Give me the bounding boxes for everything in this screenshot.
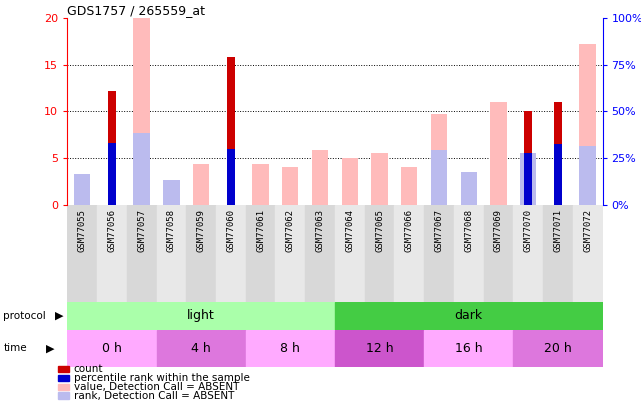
Bar xyxy=(227,58,235,205)
Bar xyxy=(579,146,596,205)
Bar xyxy=(543,205,573,302)
Text: GSM77057: GSM77057 xyxy=(137,209,146,252)
Text: GSM77062: GSM77062 xyxy=(286,209,295,252)
Text: GSM77064: GSM77064 xyxy=(345,209,354,252)
Text: GSM77066: GSM77066 xyxy=(404,209,413,252)
Bar xyxy=(342,158,358,205)
Text: GSM77069: GSM77069 xyxy=(494,209,503,252)
Text: protocol: protocol xyxy=(3,311,46,321)
Bar xyxy=(127,205,156,302)
Bar xyxy=(365,205,394,302)
Bar xyxy=(424,205,454,302)
Bar xyxy=(67,205,97,302)
Bar xyxy=(524,153,532,205)
Bar xyxy=(513,330,603,367)
Text: 4 h: 4 h xyxy=(191,342,211,355)
Bar xyxy=(253,164,269,205)
Bar xyxy=(335,205,365,302)
Bar xyxy=(108,143,115,205)
Text: 16 h: 16 h xyxy=(455,342,483,355)
Text: ▶: ▶ xyxy=(46,343,54,353)
Text: GSM77058: GSM77058 xyxy=(167,209,176,252)
Bar xyxy=(335,302,603,330)
Text: 12 h: 12 h xyxy=(366,342,394,355)
Text: 20 h: 20 h xyxy=(544,342,572,355)
Bar xyxy=(67,302,335,330)
Text: GDS1757 / 265559_at: GDS1757 / 265559_at xyxy=(67,4,205,17)
Bar xyxy=(246,330,335,367)
Text: ▶: ▶ xyxy=(54,311,63,321)
Bar xyxy=(74,174,90,205)
Bar xyxy=(108,91,115,205)
Text: GSM77068: GSM77068 xyxy=(464,209,473,252)
Bar xyxy=(216,205,246,302)
Bar xyxy=(133,18,150,205)
Bar xyxy=(554,144,562,205)
Text: percentile rank within the sample: percentile rank within the sample xyxy=(74,373,249,383)
Bar xyxy=(394,205,424,302)
Text: GSM77070: GSM77070 xyxy=(524,209,533,252)
Bar xyxy=(460,172,477,205)
Bar xyxy=(282,167,299,205)
Text: count: count xyxy=(74,364,103,374)
Bar xyxy=(156,330,246,367)
Bar xyxy=(227,149,235,205)
Bar xyxy=(163,180,179,205)
Text: 0 h: 0 h xyxy=(102,342,122,355)
Bar xyxy=(424,330,513,367)
Bar xyxy=(187,205,216,302)
Text: GSM77072: GSM77072 xyxy=(583,209,592,252)
Bar xyxy=(156,205,187,302)
Text: GSM77055: GSM77055 xyxy=(78,209,87,252)
Text: GSM77067: GSM77067 xyxy=(435,209,444,252)
Text: GSM77059: GSM77059 xyxy=(197,209,206,252)
Text: light: light xyxy=(187,309,215,322)
Bar xyxy=(67,330,156,367)
Bar xyxy=(97,205,127,302)
Bar xyxy=(246,205,276,302)
Bar xyxy=(524,111,532,205)
Bar xyxy=(520,153,537,205)
Bar xyxy=(401,167,417,205)
Bar xyxy=(460,186,477,205)
Text: 8 h: 8 h xyxy=(280,342,300,355)
Bar xyxy=(193,164,210,205)
Text: time: time xyxy=(3,343,27,353)
Bar xyxy=(163,191,179,205)
Bar xyxy=(573,205,603,302)
Bar xyxy=(554,102,562,205)
Bar xyxy=(431,151,447,205)
Bar xyxy=(74,191,90,205)
Bar xyxy=(335,330,424,367)
Text: GSM77060: GSM77060 xyxy=(226,209,235,252)
Bar xyxy=(454,205,483,302)
Bar xyxy=(133,133,150,205)
Text: GSM77056: GSM77056 xyxy=(108,209,117,252)
Bar xyxy=(483,205,513,302)
Text: GSM77071: GSM77071 xyxy=(553,209,562,252)
Bar xyxy=(371,153,388,205)
Bar xyxy=(276,205,305,302)
Text: GSM77065: GSM77065 xyxy=(375,209,384,252)
Bar xyxy=(579,44,596,205)
Bar xyxy=(431,114,447,205)
Bar xyxy=(513,205,543,302)
Text: GSM77063: GSM77063 xyxy=(315,209,324,252)
Text: dark: dark xyxy=(454,309,483,322)
Bar xyxy=(490,102,506,205)
Bar xyxy=(305,205,335,302)
Text: GSM77061: GSM77061 xyxy=(256,209,265,252)
Text: rank, Detection Call = ABSENT: rank, Detection Call = ABSENT xyxy=(74,391,234,401)
Text: value, Detection Call = ABSENT: value, Detection Call = ABSENT xyxy=(74,382,239,392)
Bar xyxy=(312,151,328,205)
